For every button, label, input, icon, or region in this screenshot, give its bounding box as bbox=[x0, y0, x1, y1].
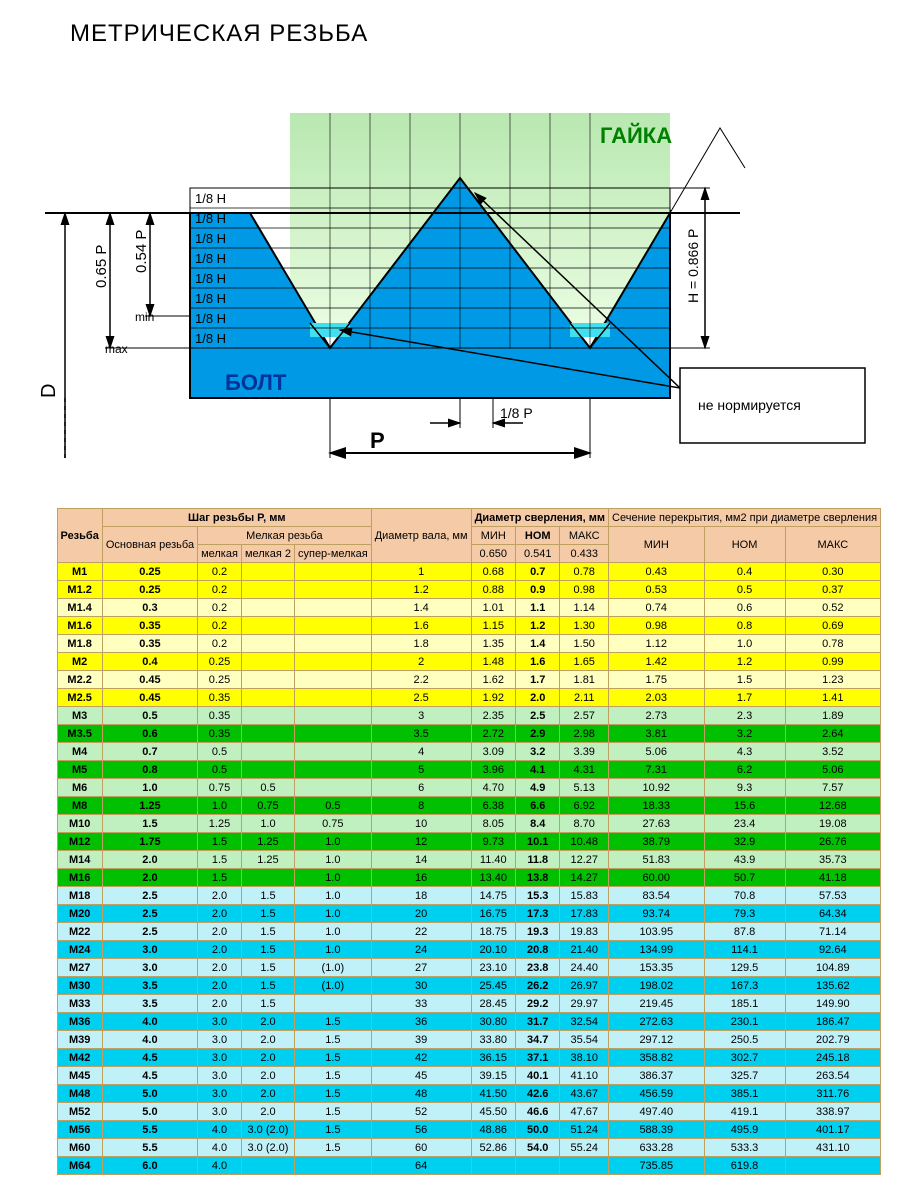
table-row: M20.40.2521.481.61.651.421.20.99 bbox=[57, 653, 881, 671]
table-row: M485.03.02.01.54841.5042.643.67456.59385… bbox=[57, 1085, 881, 1103]
nut-label: ГАЙКА bbox=[600, 123, 672, 148]
table-row: M202.52.01.51.02016.7517.317.8393.7479.3… bbox=[57, 905, 881, 923]
table-row: M273.02.01.5(1.0)2723.1023.824.40153.351… bbox=[57, 959, 881, 977]
table-row: M424.53.02.01.54236.1537.138.10358.82302… bbox=[57, 1049, 881, 1067]
svg-text:1/8 H: 1/8 H bbox=[195, 211, 226, 226]
table-row: M81.251.00.750.586.386.66.9218.3315.612.… bbox=[57, 797, 881, 815]
svg-text:1/8 H: 1/8 H bbox=[195, 291, 226, 306]
table-row: M243.02.01.51.02420.1020.821.40134.99114… bbox=[57, 941, 881, 959]
bolt-label: БОЛТ bbox=[225, 370, 287, 395]
table-row: M525.03.02.01.55245.5046.647.67497.40419… bbox=[57, 1103, 881, 1121]
svg-text:H = 0.866 P: H = 0.866 P bbox=[685, 229, 701, 303]
table-row: M605.54.03.0 (2.0)1.56052.8654.055.24633… bbox=[57, 1139, 881, 1157]
table-row: M394.03.02.01.53933.8034.735.54297.12250… bbox=[57, 1031, 881, 1049]
table-row: M40.70.543.093.23.395.064.33.52 bbox=[57, 743, 881, 761]
table-row: M1.20.250.21.20.880.90.980.530.50.37 bbox=[57, 581, 881, 599]
table-row: M222.52.01.51.02218.7519.319.83103.9587.… bbox=[57, 923, 881, 941]
svg-text:0.65 P: 0.65 P bbox=[93, 245, 110, 288]
table-row: M2.50.450.352.51.922.02.112.031.71.41 bbox=[57, 689, 881, 707]
table-row: M3.50.60.353.52.722.92.983.813.22.64 bbox=[57, 725, 881, 743]
note-text: не нормируется bbox=[698, 397, 801, 413]
svg-text:1/8 P: 1/8 P bbox=[500, 405, 533, 421]
table-row: M1.60.350.21.61.151.21.300.980.80.69 bbox=[57, 617, 881, 635]
page-title: МЕТРИЧЕСКАЯ РЕЗЬБА bbox=[70, 20, 903, 48]
thread-table: Резьба Шаг резьбы P, мм Диаметр вала, мм… bbox=[57, 508, 857, 1175]
table-row: M182.52.01.51.01814.7515.315.8383.5470.8… bbox=[57, 887, 881, 905]
svg-text:1/8 H: 1/8 H bbox=[195, 251, 226, 266]
table-row: M333.52.01.53328.4529.229.97219.45185.11… bbox=[57, 995, 881, 1013]
svg-text:P: P bbox=[370, 428, 385, 453]
table-row: M50.80.553.964.14.317.316.25.06 bbox=[57, 761, 881, 779]
table-row: M646.04.064735.85619.8 bbox=[57, 1157, 881, 1175]
table-row: M10.250.210.680.70.780.430.40.30 bbox=[57, 563, 881, 581]
svg-text:0.54 P: 0.54 P bbox=[133, 230, 150, 273]
table-row: M1.80.350.21.81.351.41.501.121.00.78 bbox=[57, 635, 881, 653]
table-row: M101.51.251.00.75108.058.48.7027.6323.41… bbox=[57, 815, 881, 833]
table-row: M454.53.02.01.54539.1540.141.10386.37325… bbox=[57, 1067, 881, 1085]
svg-text:1/8 H: 1/8 H bbox=[195, 271, 226, 286]
table-row: M303.52.01.5(1.0)3025.4526.226.97198.021… bbox=[57, 977, 881, 995]
svg-text:D: D bbox=[38, 384, 60, 398]
table-row: M1.40.30.21.41.011.11.140.740.60.52 bbox=[57, 599, 881, 617]
svg-text:1/8 H: 1/8 H bbox=[195, 231, 226, 246]
svg-text:1/8 H: 1/8 H bbox=[195, 331, 226, 346]
table-row: M162.01.51.01613.4013.814.2760.0050.741.… bbox=[57, 869, 881, 887]
table-row: M30.50.3532.352.52.572.732.31.89 bbox=[57, 707, 881, 725]
svg-text:max: max bbox=[105, 342, 128, 356]
table-row: M364.03.02.01.53630.8031.732.54272.63230… bbox=[57, 1013, 881, 1031]
svg-text:1/8 H: 1/8 H bbox=[195, 311, 226, 326]
table-row: M121.751.51.251.0129.7310.110.4838.7932.… bbox=[57, 833, 881, 851]
table-row: M142.01.51.251.01411.4011.812.2751.8343.… bbox=[57, 851, 881, 869]
svg-text:1/8 H: 1/8 H bbox=[195, 191, 226, 206]
table-row: M2.20.450.252.21.621.71.811.751.51.23 bbox=[57, 671, 881, 689]
thread-diagram: ГАЙКА 1/8 H 1/8 H 1/8 H 1/8 H 1/ bbox=[10, 58, 880, 478]
svg-text:min: min bbox=[135, 310, 154, 324]
table-row: M61.00.750.564.704.95.1310.929.37.57 bbox=[57, 779, 881, 797]
table-row: M565.54.03.0 (2.0)1.55648.8650.051.24588… bbox=[57, 1121, 881, 1139]
